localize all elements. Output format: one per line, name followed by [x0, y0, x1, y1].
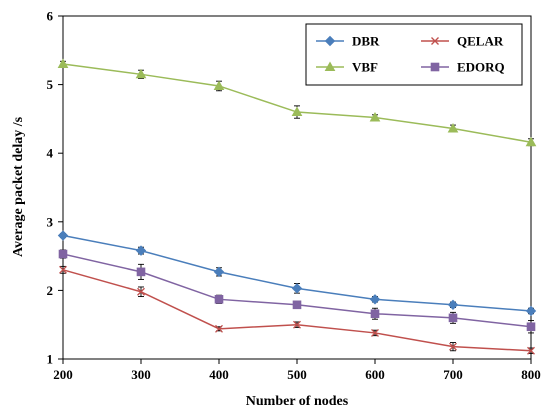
x-tick-label: 800 — [521, 367, 541, 382]
y-tick-label: 2 — [47, 283, 54, 298]
y-tick-label: 1 — [47, 352, 54, 367]
data-point — [58, 249, 68, 259]
data-point — [213, 266, 225, 278]
series-vbf — [57, 58, 537, 147]
y-tick-label: 4 — [47, 146, 54, 161]
x-axis-ticks: 200 300 400 500 600 700 800 — [53, 359, 541, 382]
data-point — [371, 328, 379, 337]
legend-label: DBR — [352, 34, 380, 49]
x-tick-label: 600 — [365, 367, 385, 382]
x-tick-label: 500 — [287, 367, 307, 382]
legend-marker — [430, 62, 440, 72]
legend-marker — [324, 61, 336, 71]
data-point — [137, 287, 145, 296]
data-point — [291, 283, 303, 294]
data-point — [214, 295, 224, 304]
y-axis-ticks: 1 2 3 4 5 6 — [47, 9, 63, 367]
data-point — [447, 299, 459, 311]
data-point — [213, 80, 225, 90]
x-tick-label: 400 — [209, 367, 229, 382]
data-point — [447, 122, 459, 133]
data-point — [525, 305, 537, 317]
legend-label: VBF — [352, 60, 378, 75]
series-qelar — [59, 265, 535, 355]
data-point — [57, 230, 69, 241]
data-point — [135, 68, 147, 79]
x-tick-label: 200 — [53, 367, 73, 382]
data-point — [527, 346, 535, 355]
data-point — [59, 265, 67, 274]
data-point — [369, 112, 381, 122]
x-tick-label: 300 — [131, 367, 151, 382]
y-tick-label: 6 — [47, 9, 54, 24]
series-dbr — [57, 230, 537, 317]
legend-marker — [324, 35, 336, 47]
series-layer — [57, 58, 537, 355]
series-edorq — [58, 249, 536, 334]
data-point — [293, 320, 301, 329]
legend: DBR QELAR VBF EDORQ — [305, 23, 523, 86]
legend-item-qelar: QELAR — [421, 34, 504, 49]
y-tick-label: 3 — [47, 214, 54, 229]
data-point — [369, 294, 381, 305]
legend-label: QELAR — [457, 34, 504, 49]
data-point — [526, 322, 536, 332]
legend-label: EDORQ — [457, 60, 505, 75]
legend-item-edorq: EDORQ — [421, 60, 505, 75]
data-point — [215, 324, 223, 333]
legend-marker — [431, 37, 439, 45]
data-point — [449, 342, 457, 351]
x-tick-label: 700 — [443, 367, 463, 382]
x-axis-title: Number of nodes — [246, 394, 349, 409]
data-point — [370, 309, 380, 319]
data-point — [292, 300, 302, 310]
data-point — [136, 267, 146, 277]
legend-item-vbf: VBF — [316, 60, 378, 75]
data-point — [57, 58, 69, 69]
data-point — [448, 313, 458, 323]
data-point — [135, 245, 147, 256]
data-point — [291, 106, 303, 117]
y-axis-title: Average packet delay /s — [11, 116, 26, 257]
legend-item-dbr: DBR — [316, 34, 380, 49]
y-tick-label: 5 — [47, 77, 54, 92]
legend-box — [305, 23, 523, 86]
data-point — [525, 136, 537, 147]
